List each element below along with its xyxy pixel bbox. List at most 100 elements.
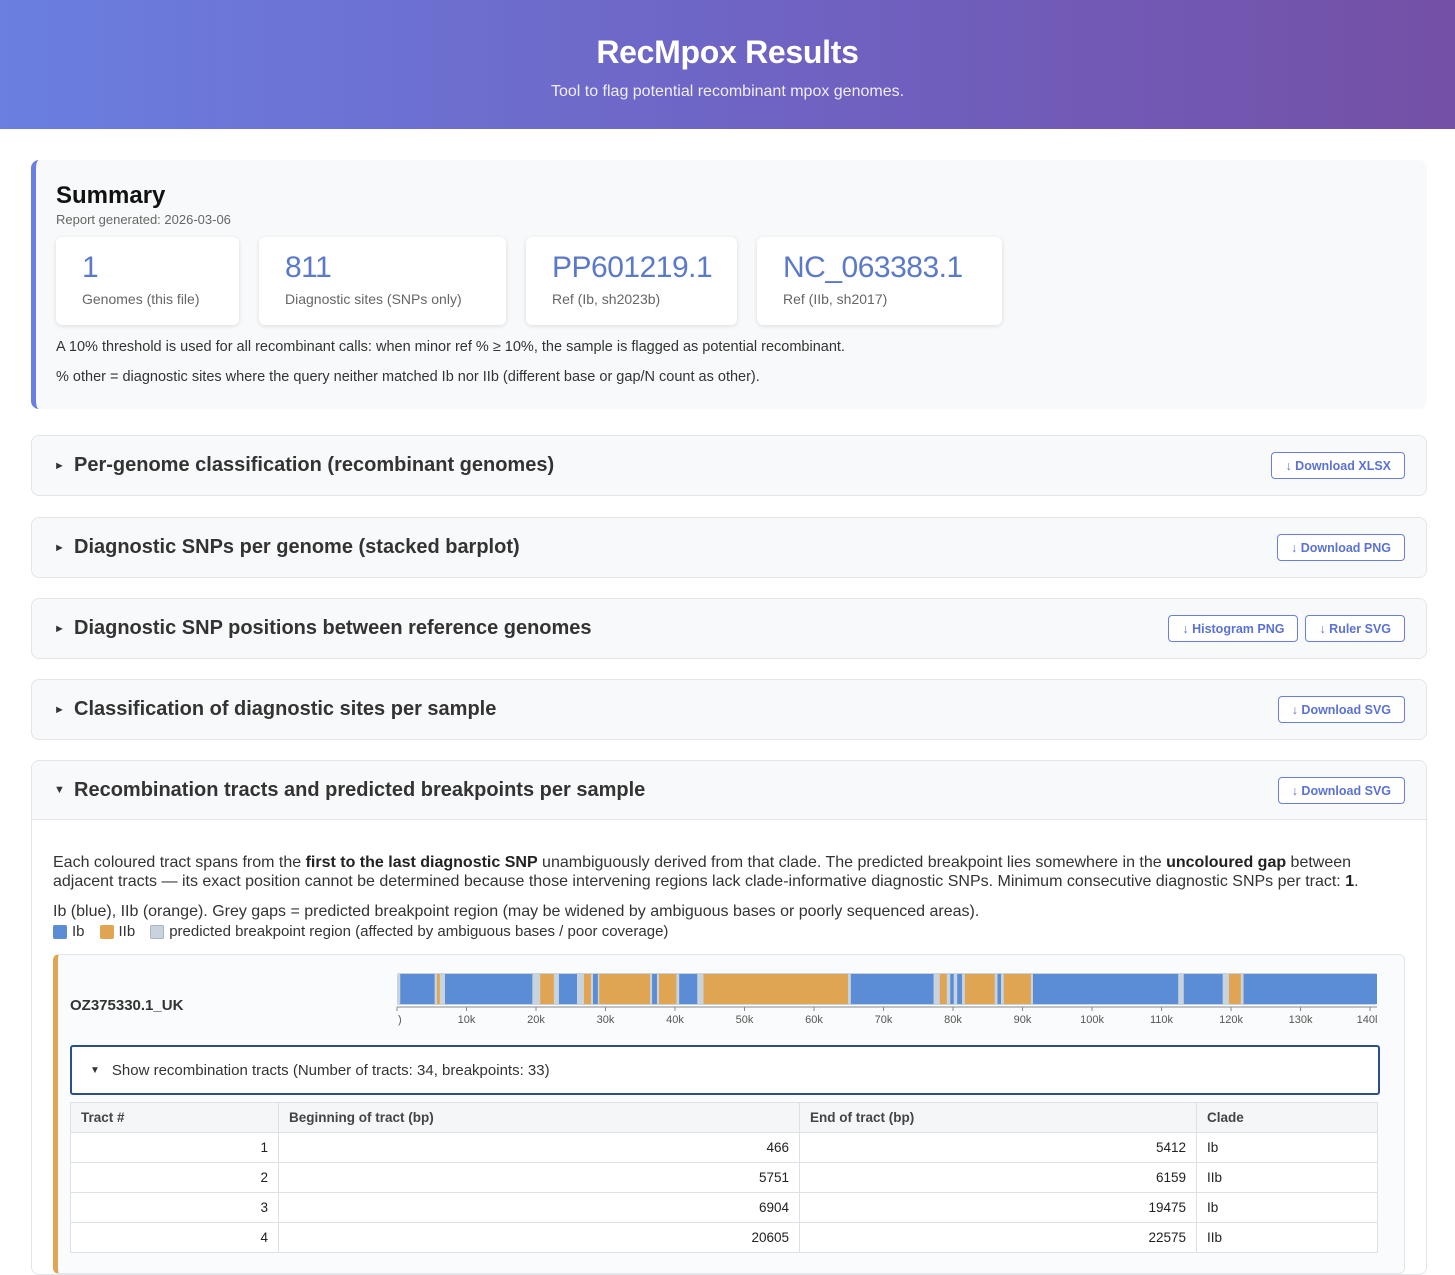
tract-segment-16	[957, 974, 963, 1004]
section-title: Diagnostic SNP positions between referen…	[74, 617, 592, 639]
summary-panel: Summary Report generated: 2026-03-06 1 G…	[31, 160, 1427, 409]
section-header[interactable]: ► Classification of diagnostic sites per…	[32, 680, 1426, 739]
tracts-table: Tract # Beginning of tract (bp) End of t…	[70, 1102, 1378, 1253]
summary-title: Summary	[56, 182, 166, 209]
tract-segment-5	[558, 974, 578, 1004]
cell-tract: 2	[70, 1162, 279, 1193]
legend-swatch	[53, 924, 67, 939]
col-header-end: End of tract (bp)	[799, 1102, 1197, 1133]
cell-begin: 466	[278, 1132, 800, 1163]
download-svg-button[interactable]: ↓ Download SVG	[1277, 696, 1405, 723]
tick-label-0: )	[398, 1014, 402, 1026]
stat-label: Ref (IIb, sh2017)	[783, 291, 888, 307]
tick-label-13: 130k	[1289, 1014, 1313, 1026]
section-header[interactable]: ► Per-genome classification (recombinant…	[32, 436, 1426, 495]
table-row: 4 20605 22575 IIb	[70, 1222, 1378, 1253]
tract-segment-13	[850, 974, 934, 1004]
cell-clade: Ib	[1196, 1192, 1378, 1223]
tract-segment-23	[1243, 974, 1377, 1004]
table-row: 3 6904 19475 Ib	[70, 1192, 1378, 1223]
section-title: Diagnostic SNPs per genome (stacked barp…	[74, 536, 520, 558]
cell-tract: 4	[70, 1222, 279, 1253]
ruler-svg-button[interactable]: ↓ Ruler SVG	[1305, 615, 1405, 642]
download-png-button[interactable]: ↓ Download PNG	[1277, 534, 1405, 561]
expand-triangle-icon: ►	[54, 703, 65, 716]
tick-label-2: 20k	[527, 1014, 545, 1026]
legend-item-iib: IIb	[99, 923, 135, 940]
threshold-note: A 10% threshold is used for all recombin…	[56, 339, 845, 355]
section-header[interactable]: ► Diagnostic SNP positions between refer…	[32, 599, 1426, 658]
page-header: RecMpox Results Tool to flag potential r…	[0, 0, 1455, 129]
tract-segment-22	[1228, 974, 1241, 1004]
tract-segment-11	[679, 974, 698, 1004]
section-recombination-tracts: ▼ Recombination tracts and predicted bre…	[31, 760, 1427, 1275]
tract-segment-20	[1032, 974, 1179, 1004]
tick-label-5: 50k	[736, 1014, 754, 1026]
table-row: 2 5751 6159 IIb	[70, 1162, 1378, 1193]
sample-panel: OZ375330.1_UK ) 10k 20k 30k 40k 50k 60k 70k 80k 9…	[53, 954, 1405, 1274]
stat-label: Genomes (this file)	[82, 291, 200, 307]
col-header-begin: Beginning of tract (bp)	[278, 1102, 800, 1133]
section-title: Recombination tracts and predicted break…	[74, 778, 646, 801]
tick-label-4: 40k	[666, 1014, 684, 1026]
tick-label-11: 110k	[1150, 1014, 1174, 1026]
cell-end: 22575	[799, 1222, 1197, 1253]
tract-segment-8	[599, 974, 650, 1004]
download-xlsx-button[interactable]: ↓ Download XLSX	[1271, 452, 1405, 479]
section-header[interactable]: ▼ Recombination tracts and predicted bre…	[32, 761, 1426, 820]
toggle-label: Show recombination tracts (Number of tra…	[111, 1061, 550, 1079]
collapse-triangle-icon: ▼	[90, 1064, 100, 1076]
stat-label: Ref (Ib, sh2023b)	[552, 291, 661, 307]
stat-value: 811	[285, 251, 332, 284]
tracts-description: Each coloured tract spans from the first…	[53, 854, 1359, 890]
section-site-classification: ► Classification of diagnostic sites per…	[31, 679, 1427, 740]
tract-segment-17	[964, 974, 995, 1004]
stat-card-ref-iib: NC_063383.1 Ref (IIb, sh2017)	[757, 237, 1002, 325]
cell-tract: 1	[70, 1132, 279, 1163]
expand-triangle-icon: ►	[54, 541, 65, 554]
tick-label-12: 120k	[1219, 1014, 1243, 1026]
tract-segment-14	[939, 974, 947, 1004]
legend: Ib IIb predicted breakpoint region (affe…	[53, 923, 1405, 940]
tick-label-7: 70k	[875, 1014, 893, 1026]
col-header-tract: Tract #	[70, 1102, 279, 1133]
tract-segment-18	[997, 974, 1001, 1004]
tick-label-9: 90k	[1014, 1014, 1032, 1026]
section-title: Per-genome classification (recombinant g…	[74, 454, 555, 476]
summary-stats: 1 Genomes (this file) 811 Diagnostic sit…	[56, 237, 1407, 325]
cell-tract: 3	[70, 1192, 279, 1223]
legend-swatch	[99, 924, 114, 939]
cell-begin: 6904	[278, 1192, 800, 1223]
section-header[interactable]: ► Diagnostic SNPs per genome (stacked ba…	[32, 518, 1426, 577]
page-subtitle: Tool to flag potential recombinant mpox …	[550, 83, 905, 100]
other-note: % other = diagnostic sites where the que…	[56, 369, 760, 385]
tract-segment-12	[703, 974, 849, 1004]
legend-item-breakpoint: predicted breakpoint region (affected by…	[150, 923, 668, 940]
tract-segment-6	[583, 974, 591, 1004]
tick-label-3: 30k	[597, 1014, 615, 1026]
tract-segment-3	[444, 974, 533, 1004]
histogram-png-button[interactable]: ↓ Histogram PNG	[1168, 615, 1299, 642]
legend-swatch	[150, 924, 165, 939]
tract-segment-21	[1183, 974, 1223, 1004]
stat-card-ref-ib: PP601219.1 Ref (Ib, sh2023b)	[526, 237, 737, 325]
tract-segment-2	[436, 974, 440, 1004]
expand-triangle-icon: ►	[54, 459, 65, 472]
page-title: RecMpox Results	[596, 34, 859, 70]
cell-begin: 5751	[278, 1162, 800, 1193]
table-row: 1 466 5412 Ib	[70, 1132, 1378, 1163]
tick-label-6: 60k	[805, 1014, 823, 1026]
tract-segment-15	[950, 974, 954, 1004]
stat-value: 1	[82, 251, 99, 284]
show-tracts-toggle[interactable]: ▼ Show recombination tracts (Number of t…	[70, 1045, 1380, 1095]
legend-text: Ib (blue), IIb (orange). Grey gaps = pre…	[53, 903, 980, 920]
table-header-row: Tract # Beginning of tract (bp) End of t…	[70, 1102, 1378, 1133]
download-svg-button[interactable]: ↓ Download SVG	[1277, 777, 1405, 804]
cell-end: 6159	[799, 1162, 1197, 1193]
tract-segment-19	[1003, 974, 1031, 1004]
tract-segment-7	[593, 974, 598, 1004]
stat-label: Diagnostic sites (SNPs only)	[285, 291, 462, 307]
tick-label-10: 100k	[1080, 1014, 1104, 1026]
tract-segment-9	[652, 974, 657, 1004]
report-generated-date: Report generated: 2026-03-06	[56, 212, 231, 227]
